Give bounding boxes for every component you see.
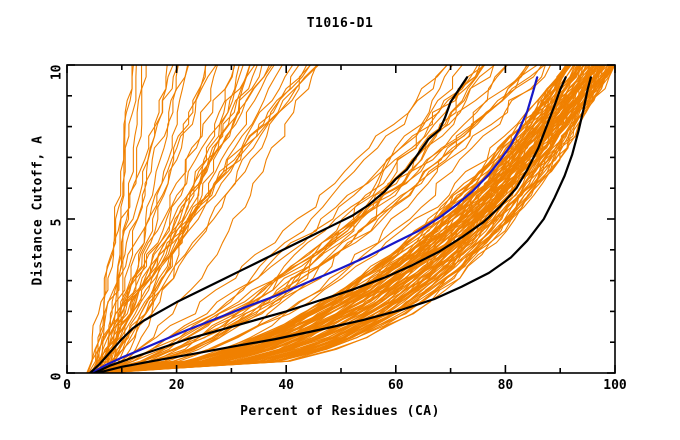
prediction-curve [95, 65, 605, 373]
x-axis-label: Percent of Residues (CA) [240, 404, 440, 419]
prediction-curve [90, 65, 273, 373]
prediction-curve [100, 65, 486, 373]
reference-curve [96, 76, 592, 373]
prediction-curve [105, 65, 588, 373]
x-tick-label: 80 [497, 378, 514, 393]
prediction-curve [100, 65, 448, 373]
prediction-curve [106, 65, 612, 373]
x-tick-label: 60 [387, 378, 404, 393]
prediction-curve [99, 65, 567, 373]
prediction-curve [93, 65, 538, 373]
prediction-curve [100, 65, 607, 373]
page-title: T1016-D1 [306, 16, 374, 31]
highlight-curve [90, 76, 539, 373]
prediction-curve [101, 65, 612, 373]
prediction-curve [105, 65, 582, 373]
prediction-curve [87, 65, 137, 373]
y-tick-label: 10 [49, 64, 65, 81]
prediction-curve [102, 65, 283, 373]
prediction-curve [97, 65, 317, 373]
prediction-curve [93, 65, 585, 373]
prediction-curve [97, 65, 571, 373]
prediction-curve [91, 65, 308, 373]
prediction-curve [110, 65, 552, 373]
prediction-curve [99, 65, 251, 373]
prediction-curve [110, 65, 143, 373]
prediction-curve [90, 65, 615, 373]
curve-group [86, 65, 615, 373]
prediction-curve [93, 65, 602, 373]
prediction-curve [94, 65, 448, 373]
reference-curve [93, 76, 567, 373]
x-tick-label: 0 [63, 378, 71, 393]
x-tick-label: 100 [603, 378, 627, 393]
y-tick-label: 5 [49, 218, 65, 227]
axis-ticks [66, 64, 616, 374]
prediction-curve [92, 65, 495, 373]
prediction-curve [89, 65, 190, 373]
prediction-curve [93, 65, 294, 373]
prediction-curve [107, 65, 133, 373]
prediction-curve [99, 65, 251, 373]
prediction-curve [102, 65, 275, 373]
prediction-curve [106, 65, 599, 373]
prediction-curve [106, 65, 479, 373]
x-tick-label: 40 [278, 378, 295, 393]
x-tick-label: 20 [168, 378, 185, 393]
prediction-curve [104, 65, 508, 373]
prediction-curve [102, 65, 590, 373]
prediction-curve [94, 65, 454, 373]
prediction-curve [97, 65, 244, 373]
reference-curve [88, 76, 469, 373]
prediction-curve [102, 65, 615, 373]
prediction-curve [91, 65, 585, 373]
prediction-curve [98, 65, 530, 373]
prediction-curve [90, 65, 595, 373]
prediction-curve [113, 65, 147, 373]
prediction-curve [112, 65, 236, 373]
prediction-curve [97, 65, 546, 373]
y-axis-label: Distance Cutoff, A [30, 135, 46, 286]
prediction-curve [104, 65, 311, 373]
prediction-curve [87, 65, 217, 373]
prediction-curve [93, 65, 312, 373]
prediction-curve [93, 65, 179, 373]
prediction-curve [86, 65, 219, 373]
prediction-curve [95, 65, 611, 373]
prediction-curve [96, 65, 263, 373]
y-tick-label: 0 [49, 372, 65, 381]
